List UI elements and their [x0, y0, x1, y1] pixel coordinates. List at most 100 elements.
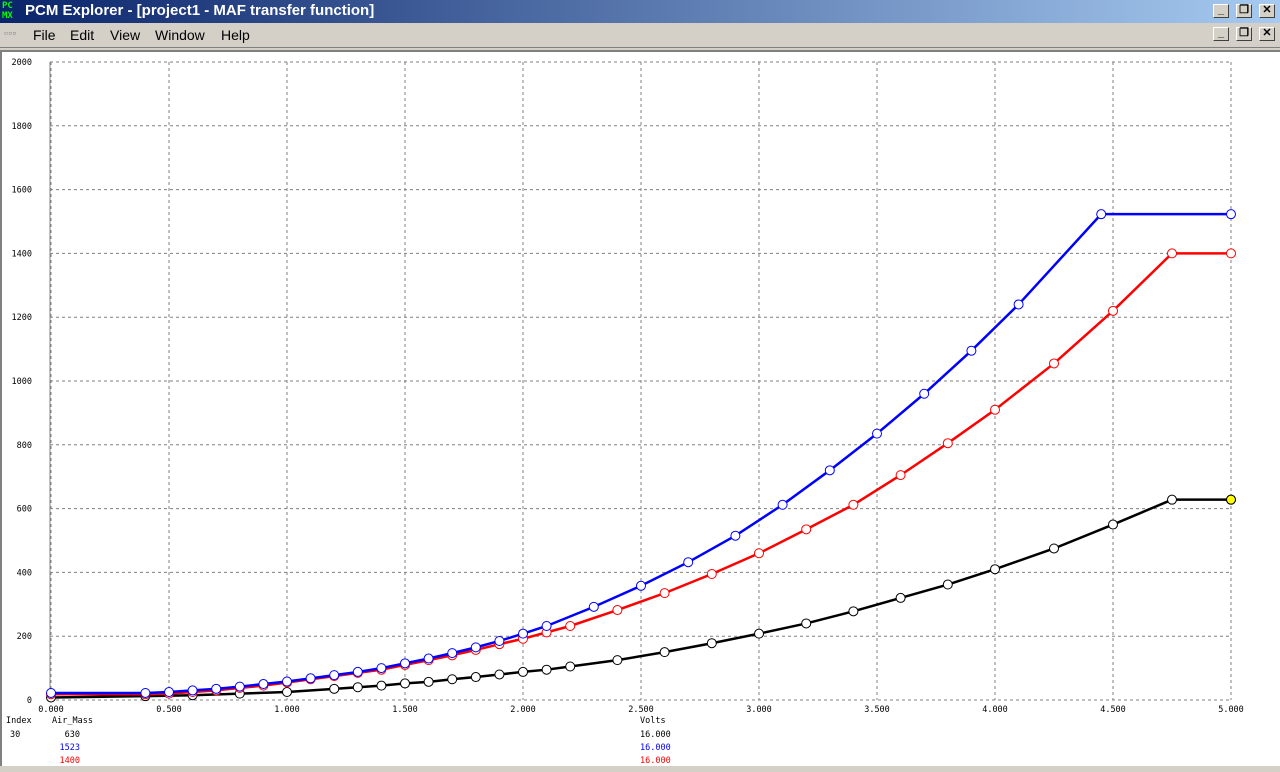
data-point	[919, 388, 930, 399]
data-point	[1226, 248, 1236, 259]
x-axis-ticks: 0.000 0.500 1.000 1.500 2.000 2.500 3.000 3.500…	[38, 705, 1244, 715]
y-label: Air_Mass	[52, 716, 93, 726]
data-point	[824, 465, 835, 476]
info-panel: Index 30 Air_Mass Volts 630 1523 1400 16…	[6, 716, 671, 766]
x-tick-label: 3.500	[864, 705, 890, 715]
data-point	[754, 548, 764, 559]
data-point	[423, 653, 434, 664]
menu-view[interactable]: View	[110, 27, 141, 43]
data-point	[754, 628, 764, 639]
data-point	[329, 683, 340, 694]
data-point	[305, 673, 316, 684]
row-blue-y: 1523	[60, 743, 80, 753]
menu-bar: ▫▫▫ File Edit View Window Help _ ❐ ✕	[0, 23, 1280, 48]
data-point	[1167, 494, 1177, 505]
grid	[49, 61, 1232, 701]
data-point	[1108, 519, 1118, 530]
data-point	[730, 530, 741, 541]
maf-transfer-chart[interactable]: 0 200 400 600 800 1000 1200 1400 1600 1800 2000 0.…	[2, 52, 1280, 766]
menu-file[interactable]: File	[33, 27, 56, 43]
data-point	[46, 687, 56, 698]
x-tick-label: 1.000	[274, 705, 300, 715]
x-tick-label: 5.000	[1218, 705, 1244, 715]
data-point	[447, 648, 458, 659]
data-point	[659, 588, 670, 599]
index-value: 30	[10, 730, 20, 740]
data-point	[565, 620, 576, 631]
y-tick-label: 0	[27, 696, 32, 706]
x-tick-label: 4.000	[982, 705, 1008, 715]
data-point	[187, 685, 198, 696]
data-point	[612, 605, 623, 616]
data-point	[565, 661, 576, 672]
data-point	[848, 606, 859, 617]
x-tick-label: 1.500	[392, 705, 418, 715]
doc-restore-button[interactable]: ❐	[1236, 27, 1252, 41]
data-point	[1096, 209, 1107, 220]
data-point	[588, 601, 599, 612]
data-point	[1226, 209, 1236, 220]
data-point	[494, 669, 505, 680]
status-bar	[0, 766, 1280, 772]
document-icon[interactable]: ▫▫▫	[4, 29, 17, 37]
row-red-y: 1400	[60, 756, 80, 766]
data-point	[494, 635, 505, 646]
selected-data-point	[1226, 494, 1236, 505]
data-point	[518, 666, 528, 677]
data-point	[1049, 543, 1059, 554]
data-point	[470, 672, 481, 683]
y-tick-label: 1400	[12, 249, 32, 259]
menu-help[interactable]: Help	[221, 27, 250, 43]
menu-edit[interactable]: Edit	[70, 27, 95, 43]
data-point	[777, 499, 788, 510]
data-point	[541, 620, 552, 631]
y-tick-label: 800	[17, 441, 32, 451]
data-point	[1167, 248, 1177, 259]
y-tick-label: 200	[17, 632, 32, 642]
close-button[interactable]: ✕	[1259, 4, 1275, 18]
data-point	[211, 683, 222, 694]
x-tick-label: 0.500	[156, 705, 182, 715]
restore-button[interactable]: ❐	[1236, 4, 1252, 18]
menu-window[interactable]: Window	[155, 27, 205, 43]
data-point	[848, 499, 859, 510]
data-point	[683, 557, 694, 568]
y-tick-label: 1200	[12, 313, 32, 323]
data-point	[612, 655, 623, 666]
minimize-button[interactable]: _	[1213, 4, 1229, 18]
data-point	[518, 628, 528, 639]
data-point	[659, 647, 670, 658]
y-tick-label: 1600	[12, 186, 32, 196]
data-point	[423, 676, 434, 687]
data-point	[942, 579, 953, 590]
row-red-x: 16.000	[640, 756, 671, 766]
data-point	[706, 638, 717, 649]
chart-area[interactable]: 0 200 400 600 800 1000 1200 1400 1600 1800 2000 0.…	[0, 50, 1280, 766]
y-tick-label: 2000	[12, 58, 32, 68]
data-point	[352, 666, 363, 677]
x-tick-label: 2.500	[628, 705, 654, 715]
title-bar[interactable]: PC MX PCM Explorer - [project1 - MAF tra…	[0, 0, 1280, 23]
x-tick-label: 2.000	[510, 705, 536, 715]
data-point	[376, 680, 387, 691]
doc-minimize-button[interactable]: _	[1213, 27, 1229, 41]
data-point	[801, 618, 812, 629]
data-point	[895, 592, 906, 603]
x-tick-label: 3.000	[746, 705, 772, 715]
data-point	[1049, 358, 1059, 369]
y-tick-label: 1800	[12, 122, 32, 132]
data-point	[1108, 305, 1118, 316]
row-black-x: 16.000	[640, 730, 671, 740]
doc-close-button[interactable]: ✕	[1259, 27, 1275, 41]
data-point	[400, 678, 410, 689]
x-label: Volts	[640, 716, 666, 726]
window-title: PCM Explorer - [project1 - MAF transfer …	[25, 2, 375, 19]
data-point	[352, 682, 363, 693]
data-point	[895, 470, 906, 481]
data-point	[872, 428, 882, 439]
row-blue-x: 16.000	[640, 743, 671, 753]
app-icon: PC MX	[2, 1, 13, 21]
index-label: Index	[6, 716, 32, 726]
y-tick-label: 400	[17, 568, 32, 578]
data-point	[470, 642, 481, 653]
